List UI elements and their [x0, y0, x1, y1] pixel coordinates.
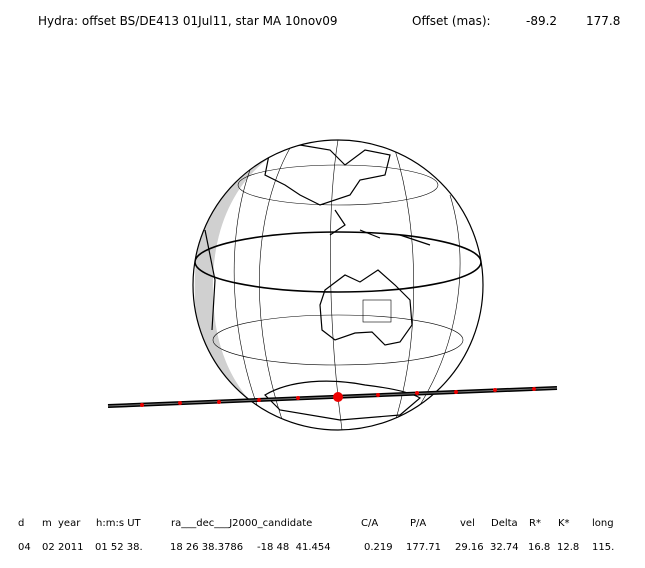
column-header: K* [558, 518, 570, 529]
column-header: vel [460, 518, 475, 529]
table-cell: 177.71 [406, 542, 441, 553]
table-cell: 115. [592, 542, 615, 553]
globe [193, 140, 483, 430]
table-cell: 18 26 38.3786 [170, 542, 244, 553]
table-cell: 0.219 [364, 542, 393, 553]
column-header: C/A [361, 518, 379, 529]
table-cell: 29.16 [455, 542, 484, 553]
column-header: R* [529, 518, 541, 529]
map-title: Hydra: offset BS/DE413 01Jul11, star MA … [38, 14, 338, 28]
column-header: year [58, 518, 81, 529]
table-cell: 32.74 [490, 542, 519, 553]
table-cell: 16.8 [528, 542, 551, 553]
table-cell: 04 [18, 542, 31, 553]
table-cell: 12.8 [557, 542, 580, 553]
table-cell: -18 48 41.454 [257, 542, 331, 553]
shadow-track [107, 386, 558, 408]
table-cell: 01 52 38. [95, 542, 143, 553]
column-header: P/A [410, 518, 427, 529]
column-header: h:m:s UT [96, 518, 141, 529]
table-cell: 02 [42, 542, 55, 553]
offset-label: Offset (mas): [412, 14, 491, 28]
column-header: d [18, 518, 25, 529]
column-header: long [592, 518, 614, 529]
offset-y: 177.8 [586, 14, 621, 28]
column-header: ra___dec___J2000_candidate [171, 518, 313, 529]
central-point [333, 392, 343, 402]
column-header: m [42, 518, 52, 529]
table-cell: 2011 [58, 542, 84, 553]
column-header: Delta [491, 518, 518, 529]
offset-x: -89.2 [526, 14, 558, 28]
